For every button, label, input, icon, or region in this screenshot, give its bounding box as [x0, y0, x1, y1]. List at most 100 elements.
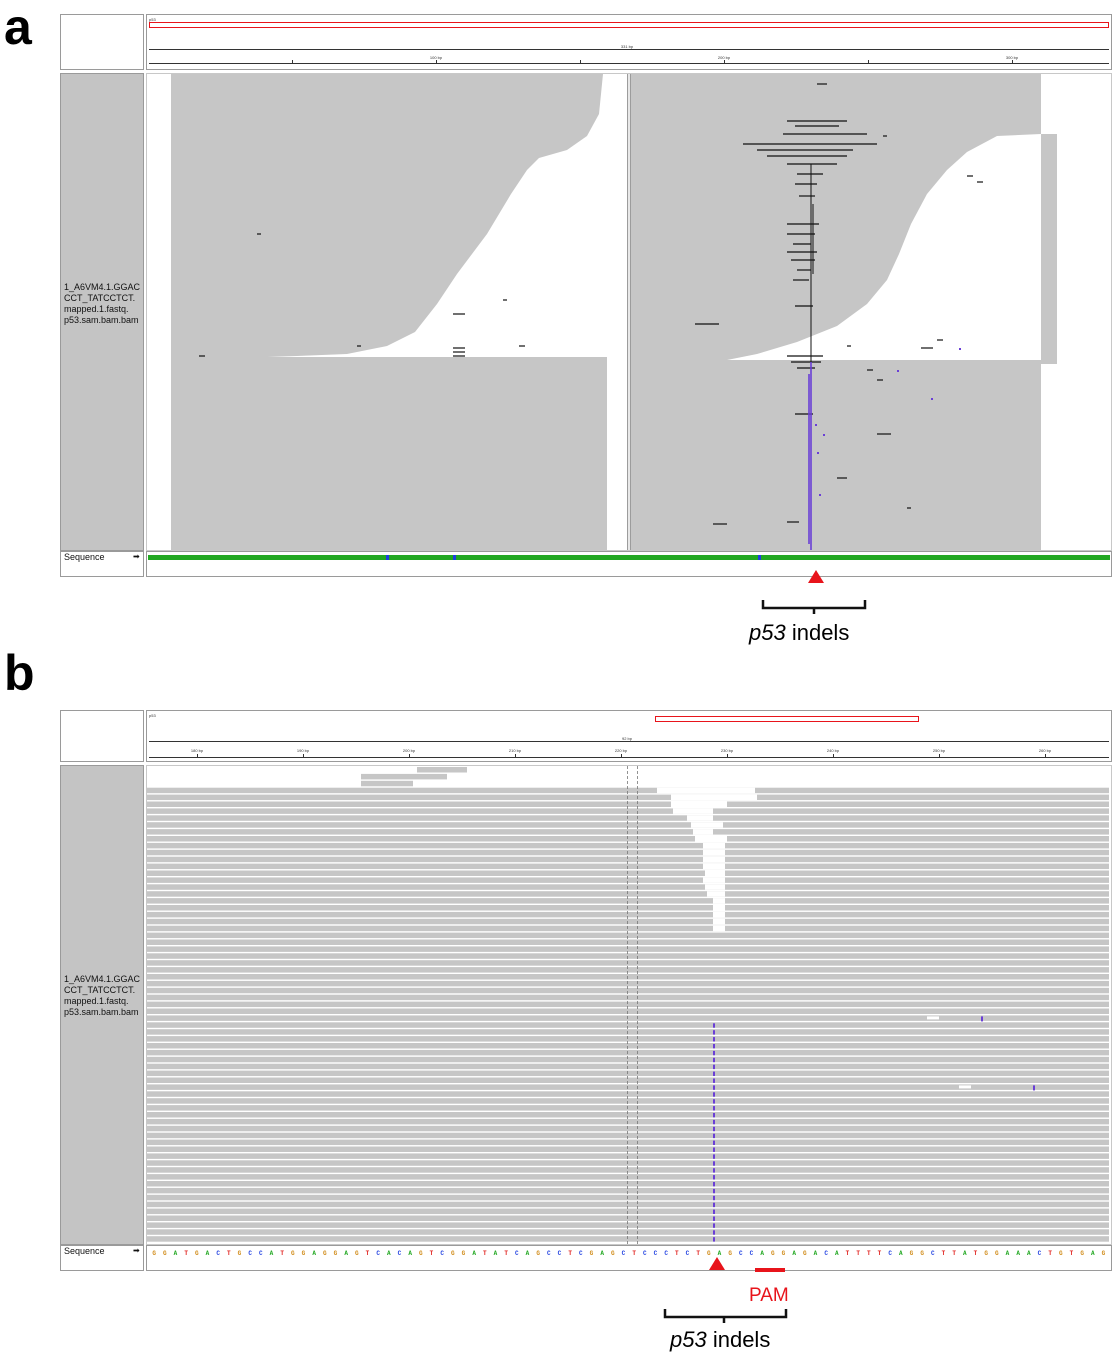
base-color-block — [964, 555, 968, 560]
deletion-gap — [661, 773, 687, 780]
sequence-track-label-b[interactable]: Sequence ➡ — [60, 1245, 144, 1271]
read-row — [147, 987, 1109, 994]
read-row — [147, 815, 1109, 821]
sequence-base: T — [973, 1250, 978, 1257]
base-color-block — [970, 555, 974, 560]
base-color-block — [839, 555, 843, 560]
base-color-block — [1089, 555, 1093, 560]
sequence-base: C — [824, 1250, 828, 1257]
sequence-base: A — [1027, 1250, 1031, 1257]
base-color-block — [961, 555, 965, 560]
read-row — [147, 1187, 1109, 1194]
strand-arrow-icon[interactable]: ➡ — [133, 552, 140, 561]
sequence-base: T — [365, 1250, 370, 1257]
sequence-label-a: Sequence — [64, 552, 105, 562]
base-color-block — [488, 555, 492, 560]
ruler-panel-a[interactable]: p53 331 bp 100 bp 200 bp 300 bp — [146, 14, 1112, 70]
base-color-block — [211, 555, 215, 560]
base-color-block — [1057, 555, 1061, 560]
base-color-block — [822, 555, 826, 560]
base-color-block — [932, 555, 936, 560]
base-color-block — [307, 555, 311, 560]
base-color-block — [758, 555, 762, 560]
track-name-panel-b[interactable]: 1_A6VM4.1.GGAC CCT_TATCCTCT. mapped.1.fa… — [60, 765, 144, 1245]
ruler-tick-label-b: 230 bp — [720, 748, 734, 753]
indel-bracket-a — [761, 600, 867, 614]
base-color-block — [302, 555, 306, 560]
deletion-gap — [713, 898, 725, 904]
base-color-block — [1016, 555, 1020, 560]
base-color-block — [807, 555, 811, 560]
sequence-base: G — [451, 1250, 455, 1257]
base-color-block — [845, 555, 849, 560]
sequence-base: A — [963, 1250, 967, 1257]
read-row — [147, 1036, 1109, 1042]
base-color-block — [1066, 555, 1070, 560]
deletion-gap — [713, 905, 725, 911]
region-of-interest-a[interactable] — [149, 22, 1109, 28]
base-color-block — [941, 555, 945, 560]
ruler-tick — [303, 754, 304, 757]
base-color-block — [470, 555, 474, 560]
strand-arrow-icon[interactable]: ➡ — [133, 1246, 140, 1255]
base-color-block — [1101, 555, 1105, 560]
insertion-marker — [713, 1023, 715, 1028]
sequence-base: A — [899, 1250, 903, 1257]
base-color-block — [1095, 555, 1099, 560]
alignment-track-b[interactable] — [146, 765, 1112, 1245]
ruler-total-a: 331 bp — [620, 44, 634, 49]
base-color-block — [714, 555, 718, 560]
ruler-tick — [409, 754, 410, 757]
base-color-block — [947, 555, 951, 560]
base-color-block — [490, 555, 494, 560]
base-color-block — [810, 555, 814, 560]
sequence-base: A — [269, 1250, 274, 1257]
track-name-panel-a[interactable]: 1_A6VM4.1.GGAC CCT_TATCCTCT. mapped.1.fa… — [60, 73, 144, 551]
base-color-block — [287, 555, 291, 560]
base-color-block — [836, 555, 840, 560]
insertion-marker — [713, 1209, 715, 1214]
ruler-axis-b — [149, 757, 1109, 758]
insertion-marker — [713, 1147, 715, 1152]
sequence-base: T — [856, 1250, 860, 1257]
read-row — [147, 925, 1109, 932]
base-color-block — [627, 555, 631, 560]
region-of-interest-b[interactable] — [655, 716, 919, 722]
ruler-panel-b[interactable]: p53 92 bp 180 bp 190 bp 200 bp 210 bp 220 bp… — [146, 710, 1112, 762]
sequence-base: C — [515, 1250, 519, 1257]
base-color-block — [159, 555, 163, 560]
base-color-block — [851, 555, 855, 560]
base-color-block — [395, 555, 399, 560]
base-color-block — [909, 555, 913, 560]
base-color-block — [647, 555, 651, 560]
sequence-base: C — [579, 1250, 583, 1257]
sequence-base: G — [920, 1250, 924, 1257]
base-color-block — [427, 555, 430, 560]
ruler-tick-label-b: 200 bp — [402, 748, 416, 753]
base-color-block — [688, 555, 692, 560]
base-color-block — [537, 555, 541, 560]
insertion-marker — [713, 1182, 715, 1187]
ruler-axis-a — [149, 63, 1109, 64]
base-color-block — [383, 555, 387, 560]
base-color-block — [267, 555, 271, 560]
base-color-block — [761, 555, 765, 560]
base-color-block — [241, 555, 244, 560]
base-color-block — [156, 555, 160, 560]
read-row — [147, 953, 1109, 959]
base-color-block — [1002, 555, 1006, 560]
base-color-block — [177, 555, 181, 560]
base-color-block — [613, 555, 616, 560]
alignment-track-a[interactable] — [146, 73, 1112, 551]
base-color-block — [281, 555, 285, 560]
deletion-gap — [657, 787, 755, 794]
sequence-base: A — [1016, 1250, 1020, 1257]
sequence-base: T — [877, 1250, 882, 1257]
base-color-block — [583, 555, 587, 560]
base-color-block — [787, 555, 791, 560]
base-color-block — [973, 555, 977, 560]
track-name-line: CCT_TATCCTCT. — [64, 985, 136, 995]
base-color-block — [389, 555, 393, 560]
insertion-marker — [713, 1126, 715, 1132]
sequence-track-label-a[interactable]: Sequence ➡ — [60, 551, 144, 577]
